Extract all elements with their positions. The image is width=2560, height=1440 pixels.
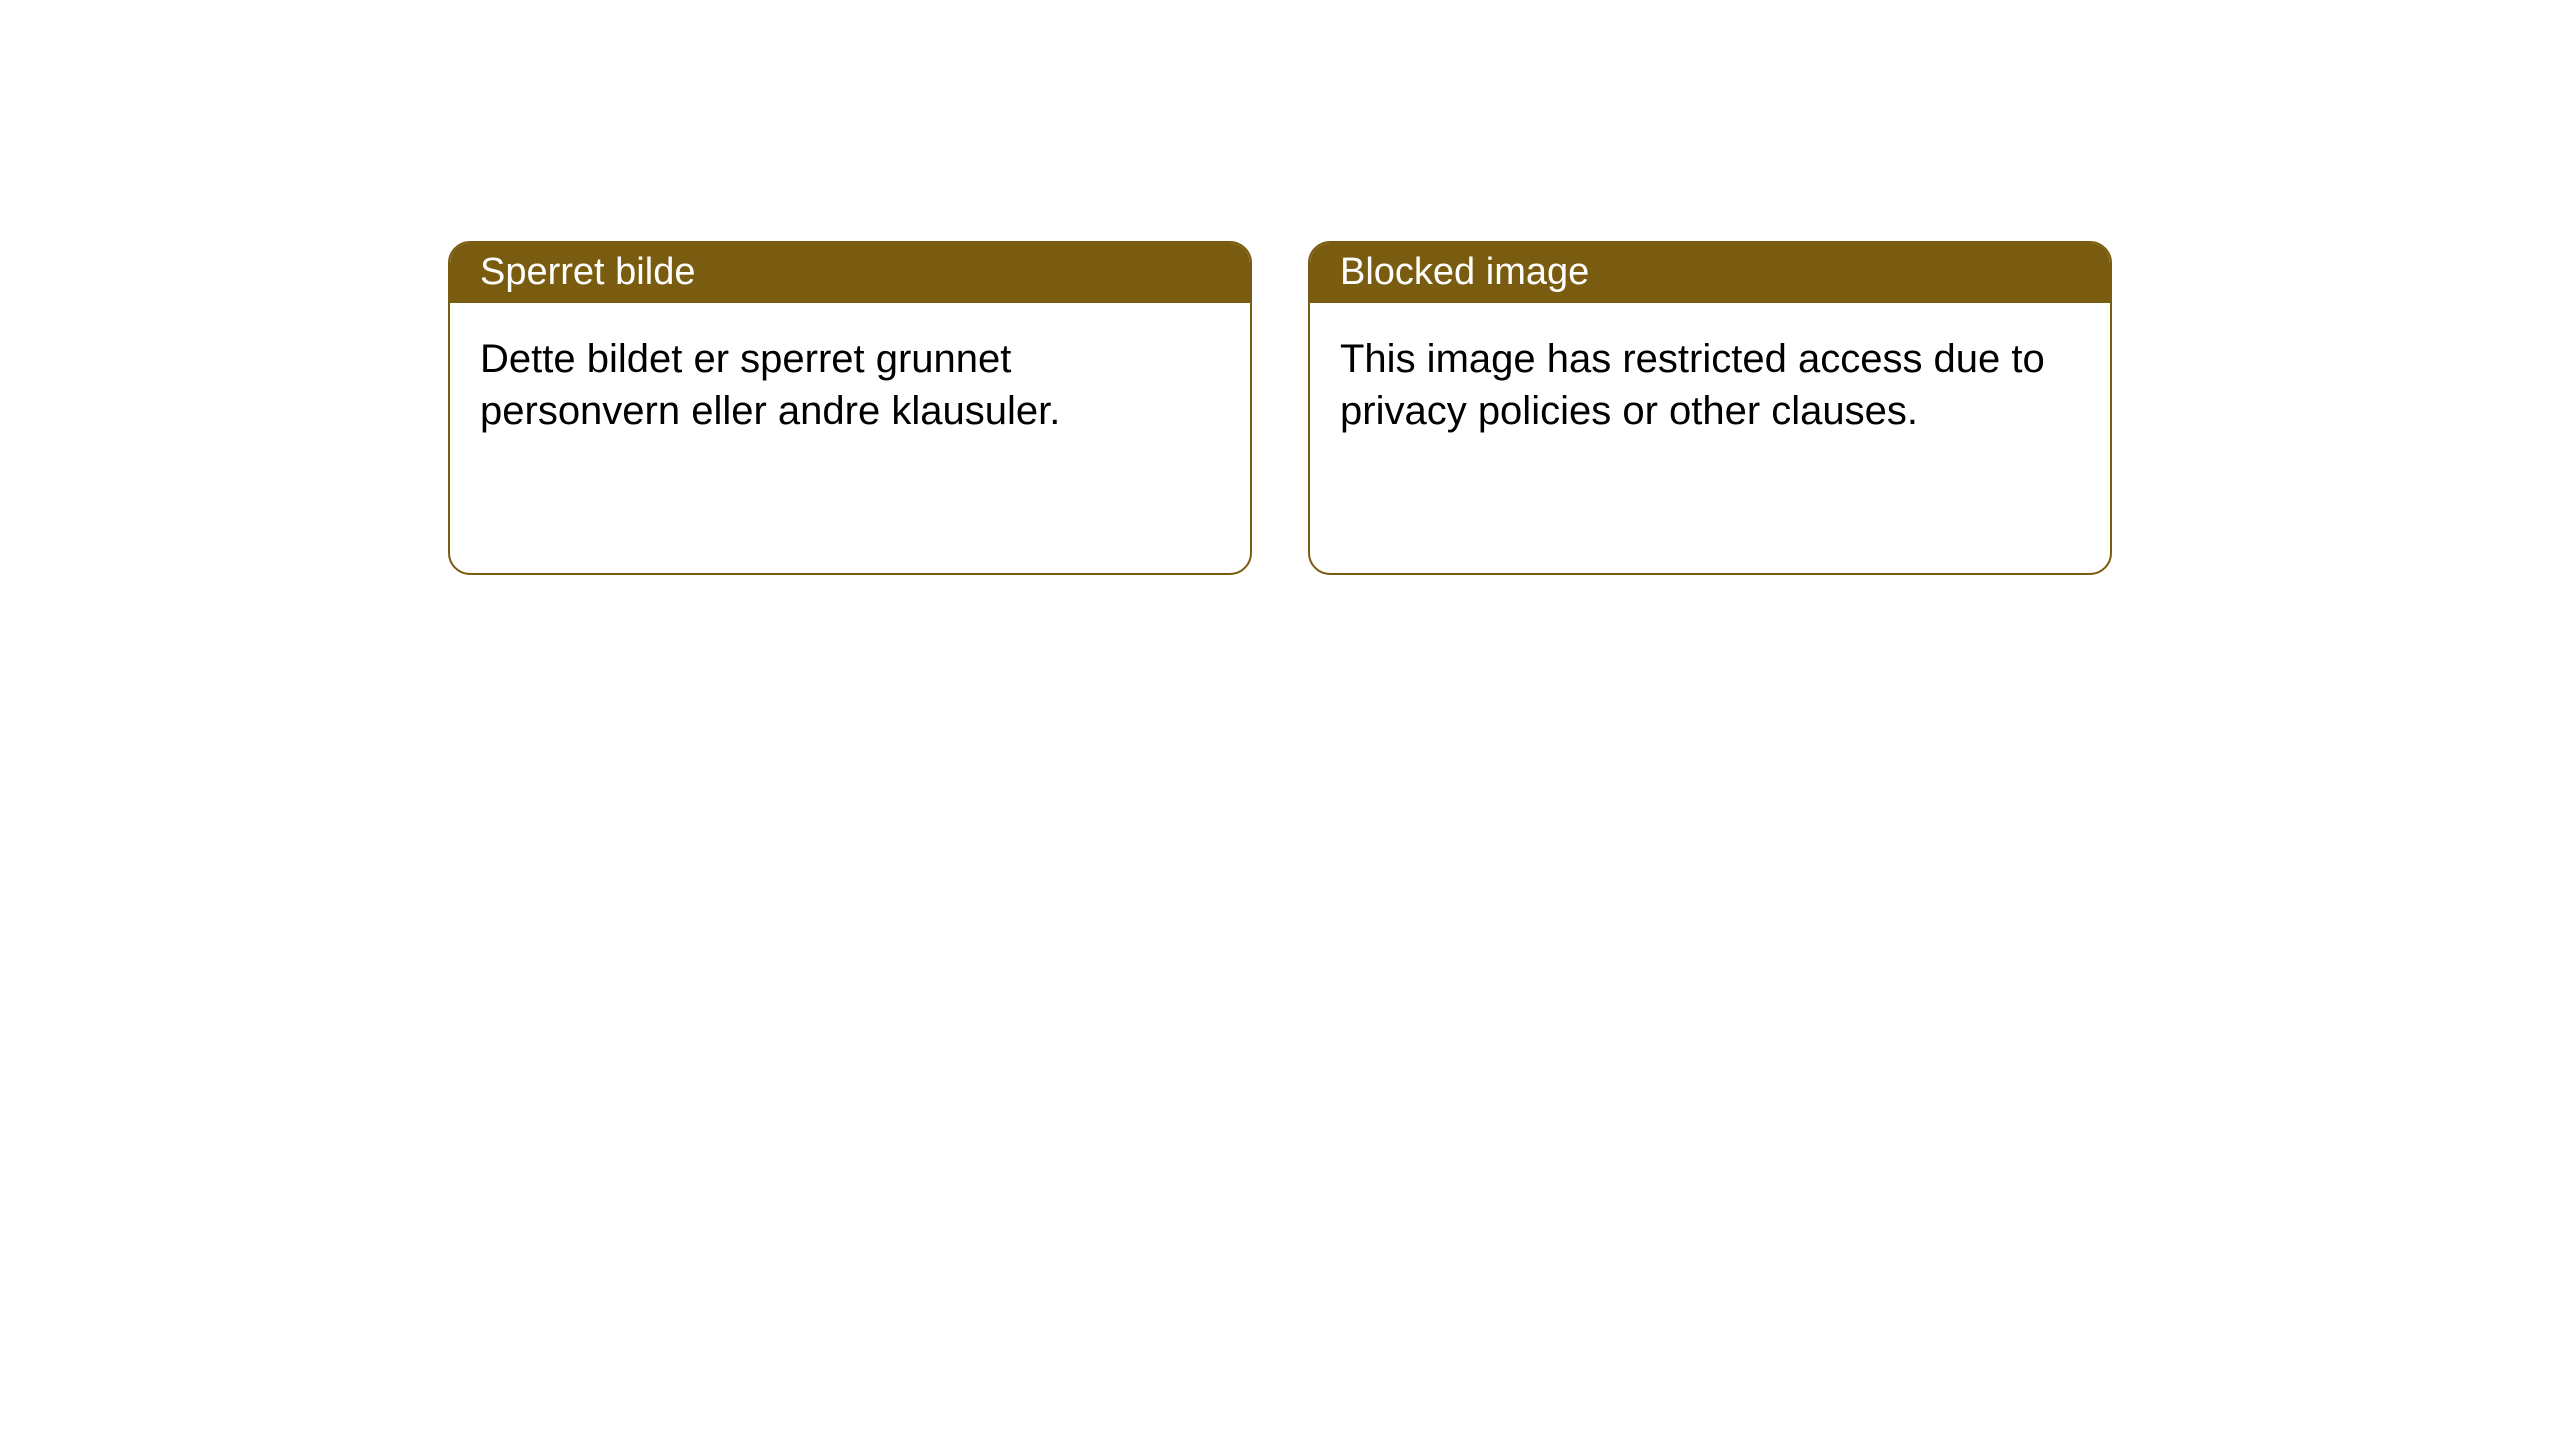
card-body-en: This image has restricted access due to … <box>1310 303 2110 437</box>
blocked-image-card-en: Blocked image This image has restricted … <box>1308 241 2112 575</box>
card-header-en: Blocked image <box>1310 243 2110 303</box>
card-body-no: Dette bildet er sperret grunnet personve… <box>450 303 1250 437</box>
card-header-text-no: Sperret bilde <box>480 251 695 293</box>
stage: Sperret bilde Dette bildet er sperret gr… <box>0 0 2560 1440</box>
card-header-no: Sperret bilde <box>450 243 1250 303</box>
card-body-text-en: This image has restricted access due to … <box>1340 337 2045 433</box>
card-body-text-no: Dette bildet er sperret grunnet personve… <box>480 337 1060 433</box>
blocked-image-card-no: Sperret bilde Dette bildet er sperret gr… <box>448 241 1252 575</box>
card-header-text-en: Blocked image <box>1340 251 1589 293</box>
